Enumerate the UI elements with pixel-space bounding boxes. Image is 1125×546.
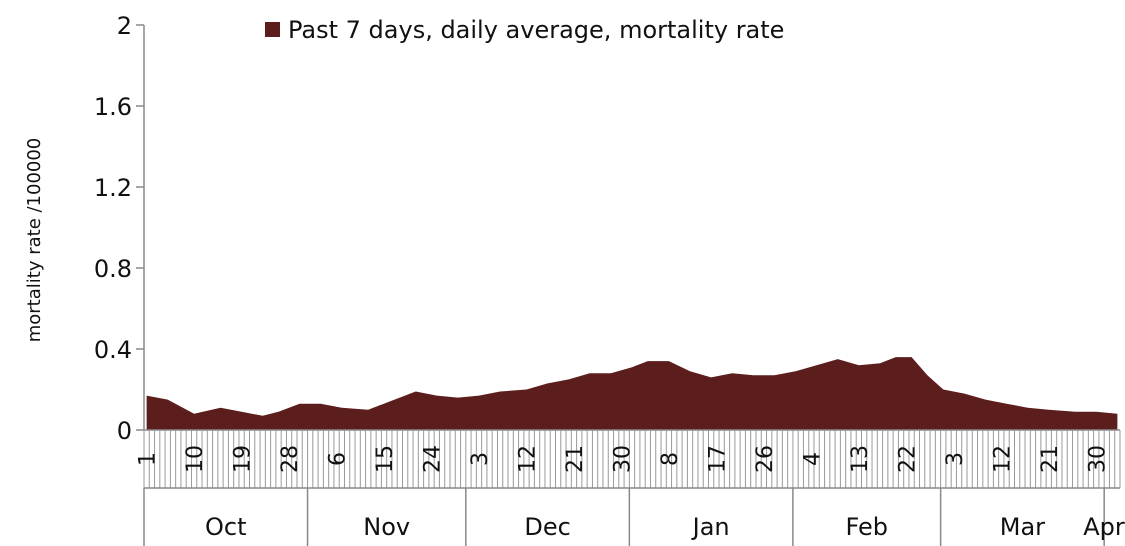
day-tick-label: 12 [516, 445, 541, 473]
y-tick-label: 0.8 [94, 255, 132, 283]
day-tick-label: 3 [943, 452, 968, 466]
day-tick-label: 6 [326, 452, 351, 466]
y-tick-label: 0 [117, 417, 132, 445]
day-tick-label: 22 [895, 445, 920, 473]
day-tick-label: 3 [468, 452, 493, 466]
mortality-rate-area [146, 357, 1118, 430]
day-tick-label: 10 [183, 445, 208, 473]
day-tick-label: 30 [1085, 445, 1110, 473]
y-tick-label: 1.6 [94, 93, 132, 121]
day-tick-label: 15 [373, 445, 398, 473]
month-label: Oct [205, 513, 247, 541]
y-tick-label: 2 [117, 12, 132, 40]
legend-label: Past 7 days, daily average, mortality ra… [288, 16, 784, 44]
legend-swatch [265, 22, 280, 37]
day-tick-label: 17 [705, 445, 730, 473]
day-tick-label: 28 [278, 445, 303, 473]
day-tick-label: 13 [848, 445, 873, 473]
day-tick-label: 4 [800, 452, 825, 466]
day-tick-label: 12 [990, 445, 1015, 473]
day-tick-label: 8 [658, 452, 683, 466]
month-label: Dec [524, 513, 570, 541]
day-tick-label: 26 [753, 445, 778, 473]
month-label: Feb [846, 513, 889, 541]
legend: Past 7 days, daily average, mortality ra… [265, 16, 784, 44]
day-tick-label: 1 [136, 452, 161, 466]
x-axis: 1 10 19 28 6 15 24 3 12 21 30 8 17 26 4 13 22 3 12 21 30 Oct N… [136, 429, 1125, 546]
y-tick-label: 1.2 [94, 174, 132, 202]
month-label: Jan [691, 513, 730, 541]
day-tick-label: 21 [1038, 445, 1063, 473]
y-tick-label: 0.4 [94, 336, 132, 364]
day-tick-label: 19 [231, 445, 256, 473]
day-tick-label: 30 [610, 445, 635, 473]
month-label: Mar [1000, 513, 1045, 541]
y-axis-title: mortality rate /100000 [24, 138, 45, 343]
month-label: Apr [1083, 513, 1125, 541]
month-label: Nov [363, 513, 410, 541]
day-tick-label: 24 [421, 445, 446, 473]
day-tick-label: 21 [563, 445, 588, 473]
y-axis: 0 0.4 0.8 1.2 1.6 2 [94, 12, 145, 445]
